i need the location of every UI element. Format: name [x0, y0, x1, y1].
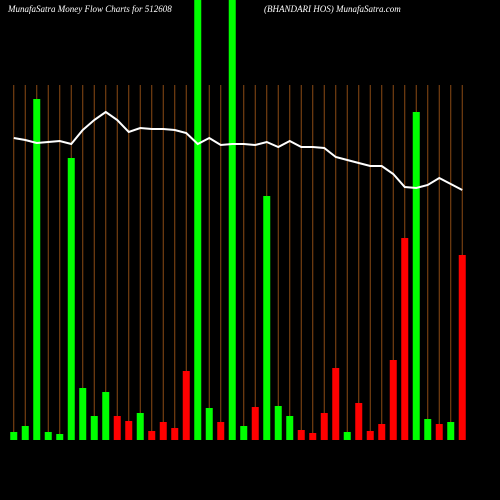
bar: [401, 238, 409, 440]
bar: [217, 422, 225, 440]
chart-title: MunafaSatra Money Flow Charts for 512608: [7, 4, 172, 14]
bar: [159, 422, 167, 440]
bar: [113, 416, 121, 440]
bar: [79, 388, 87, 440]
bar: [424, 419, 432, 440]
bar: [205, 408, 213, 440]
bar: [458, 255, 466, 440]
bar: [412, 112, 420, 440]
bar: [274, 406, 282, 440]
bar: [148, 431, 156, 440]
bar: [343, 432, 351, 440]
bar: [286, 416, 294, 440]
bar: [366, 431, 374, 440]
bar: [33, 99, 41, 440]
bar: [332, 368, 340, 440]
bar: [435, 424, 443, 440]
bar: [136, 413, 144, 440]
bar: [102, 392, 110, 440]
bar: [44, 432, 52, 440]
chart-subtitle: (BHANDARI HOS) MunafaSatra.com: [264, 4, 401, 14]
bar: [240, 426, 248, 440]
bar: [56, 434, 64, 440]
bar: [21, 426, 29, 440]
bar: [447, 422, 455, 440]
bar: [378, 424, 386, 440]
bar: [263, 196, 271, 440]
bar: [90, 416, 98, 440]
bar: [10, 432, 18, 440]
bar: [125, 421, 133, 440]
bar: [171, 428, 179, 440]
bar: [194, 0, 202, 440]
bar: [355, 403, 363, 440]
bar: [67, 158, 75, 440]
bar: [228, 0, 236, 440]
bar: [251, 407, 259, 440]
money-flow-line: [13, 110, 463, 191]
bar: [320, 413, 328, 440]
bar: [389, 360, 397, 440]
bar: [297, 430, 305, 440]
bar: [182, 371, 190, 440]
bar: [309, 433, 317, 440]
